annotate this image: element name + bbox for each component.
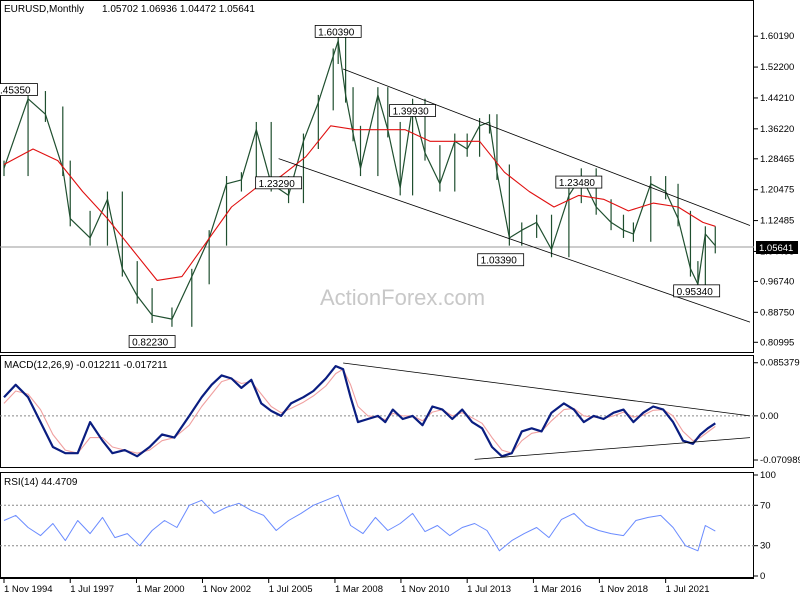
price-y-tick-label: 0.88750 bbox=[760, 307, 794, 318]
price-annotation-label: 1.45350 bbox=[0, 86, 31, 97]
x-tick-label: 1 Jul 1997 bbox=[70, 584, 114, 595]
price-y-tick-label: 1.52200 bbox=[760, 62, 794, 73]
macd-signal-line bbox=[3, 368, 716, 454]
macd-trendline bbox=[474, 437, 751, 460]
rsi-y-tick-label: 30 bbox=[760, 541, 771, 552]
x-tick-label: 1 Nov 1994 bbox=[4, 584, 53, 595]
x-tick-label: 1 Mar 2008 bbox=[335, 584, 383, 595]
price-annotation-label: 0.95340 bbox=[677, 287, 714, 298]
current-price-marker bbox=[756, 241, 798, 254]
chart-ohlc: 1.05702 1.06936 1.04472 1.05641 bbox=[102, 4, 255, 15]
price-annotation-box bbox=[255, 176, 303, 190]
x-tick-label: 1 Nov 2010 bbox=[401, 584, 450, 595]
price-annotation-label: 1.60390 bbox=[318, 27, 355, 38]
macd-trendline bbox=[343, 362, 751, 417]
current-price-label: 1.05641 bbox=[759, 243, 793, 254]
price-annotation-label: 1.39930 bbox=[393, 106, 430, 117]
rsi-line bbox=[3, 494, 716, 552]
axes-group: 1.60190 1.52200 1.44210 1.36220 1.28465 1.204… bbox=[3, 31, 800, 595]
macd-label: MACD(12,26,9) -0.012211 -0.017211 bbox=[4, 360, 168, 371]
price-annotation-label: 1.03390 bbox=[481, 256, 518, 267]
price-annotation-box bbox=[555, 175, 603, 189]
price-annotation-label: 1.23480 bbox=[559, 178, 596, 189]
macd-line bbox=[3, 365, 716, 458]
watermark: ActionForex.com bbox=[320, 285, 485, 310]
rsi-y-tick-label: 100 bbox=[760, 470, 776, 481]
x-tick-label: 1 Nov 2018 bbox=[599, 584, 648, 595]
price-y-tick-label: 1.20475 bbox=[760, 185, 794, 196]
moving-average-line bbox=[3, 125, 716, 281]
price-line bbox=[3, 40, 716, 320]
price-y-tick-label: 1.28465 bbox=[760, 154, 794, 165]
price-annotation-box bbox=[128, 335, 176, 348]
price-annotation-label: 1.23290 bbox=[259, 179, 296, 190]
price-trendline bbox=[278, 158, 751, 323]
price-annotation-label: 0.82230 bbox=[132, 338, 169, 349]
rsi-label: RSI(14) 44.4709 bbox=[4, 477, 78, 488]
rsi-y-tick-label: 70 bbox=[760, 500, 771, 511]
price-y-tick-label: 0.96740 bbox=[760, 276, 794, 287]
price-y-tick-label: 1.12485 bbox=[760, 216, 794, 227]
rsi-panel-frame bbox=[0, 472, 754, 578]
price-annotation-box bbox=[389, 104, 437, 117]
macd-panel-frame bbox=[0, 355, 754, 468]
macd-y-tick-label: -0.070989 bbox=[760, 455, 800, 466]
price-series-group: 1.45350 1.60390 1.39930 1.23290 1.23480 1.033… bbox=[0, 25, 754, 349]
x-tick-label: 1 Jul 2005 bbox=[269, 584, 313, 595]
price-annotation-box bbox=[0, 83, 38, 96]
price-annotation-box bbox=[673, 284, 721, 298]
macd-y-tick-label: 0.085379 bbox=[760, 358, 800, 369]
price-y-tick-label: 1.44210 bbox=[760, 93, 794, 104]
price-y-tick-label: 1.36220 bbox=[760, 124, 794, 135]
rsi-series-group bbox=[0, 494, 754, 552]
macd-series-group bbox=[0, 362, 754, 460]
macd-y-tick-label: 0.00 bbox=[760, 411, 779, 422]
price-panel-frame bbox=[0, 0, 754, 353]
price-annotation-box bbox=[314, 25, 362, 38]
price-trendline bbox=[342, 68, 751, 226]
x-tick-label: 1 Jul 2013 bbox=[467, 584, 511, 595]
price-y-tick-label: 1.60190 bbox=[760, 31, 794, 42]
x-tick-label: 1 Jul 2021 bbox=[666, 584, 710, 595]
x-tick-label: 1 Nov 2002 bbox=[202, 584, 251, 595]
chart-title: EURUSD,Monthly bbox=[4, 4, 84, 15]
price-y-tick-label: 0.80995 bbox=[760, 337, 794, 348]
rsi-y-tick-label: 0 bbox=[760, 571, 765, 582]
price-annotation-box bbox=[477, 253, 525, 267]
x-tick-label: 1 Mar 2016 bbox=[533, 584, 581, 595]
x-tick-label: 1 Mar 2000 bbox=[136, 584, 184, 595]
